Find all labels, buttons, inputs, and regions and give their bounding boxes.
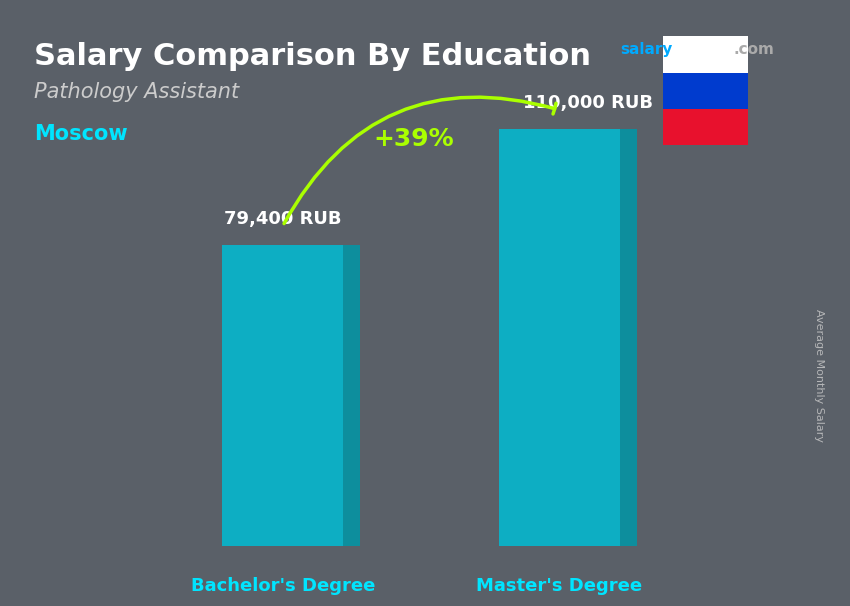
Polygon shape xyxy=(222,245,343,547)
Bar xyxy=(663,109,748,145)
Polygon shape xyxy=(620,129,637,547)
Text: Pathology Assistant: Pathology Assistant xyxy=(34,82,239,102)
Text: Moscow: Moscow xyxy=(34,124,127,144)
Text: salary: salary xyxy=(620,42,673,58)
Text: .com: .com xyxy=(734,42,774,58)
Text: +39%: +39% xyxy=(374,127,454,151)
Text: Master's Degree: Master's Degree xyxy=(476,577,642,594)
Text: explorer: explorer xyxy=(676,42,748,58)
Text: Average Monthly Salary: Average Monthly Salary xyxy=(814,309,824,442)
Bar xyxy=(663,36,748,73)
Polygon shape xyxy=(343,245,360,547)
Polygon shape xyxy=(499,129,620,547)
Text: 110,000 RUB: 110,000 RUB xyxy=(524,94,654,112)
Text: Bachelor's Degree: Bachelor's Degree xyxy=(190,577,375,594)
Bar xyxy=(663,73,748,109)
Text: Salary Comparison By Education: Salary Comparison By Education xyxy=(34,42,591,72)
Text: 79,400 RUB: 79,400 RUB xyxy=(224,210,342,228)
